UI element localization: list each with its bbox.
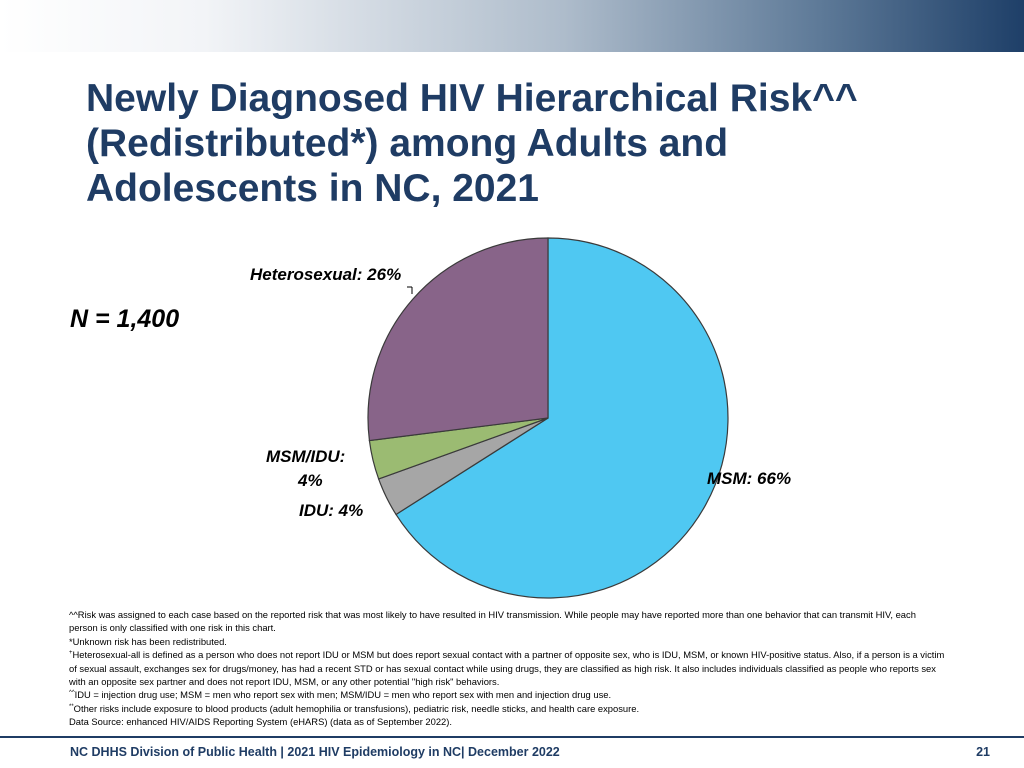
- footnote-line: **Other risks include exposure to blood …: [69, 702, 959, 715]
- footnote-mark: ^^: [69, 690, 75, 697]
- footnote-mark: +: [69, 650, 73, 657]
- slice-label-msm-idu-line1: MSM/IDU:: [266, 447, 345, 466]
- footnote-text: with an opposite sex partner and does no…: [69, 676, 500, 688]
- pie-slice-0: [395, 237, 729, 599]
- footnote-mark: **: [69, 703, 74, 710]
- footnote-line: of sexual assault, exchanges sex for dru…: [69, 662, 959, 675]
- slice-label-idu: IDU: 4%: [299, 501, 363, 520]
- pie-slice-3: [367, 237, 549, 442]
- slice-label-heterosexual: Heterosexual: 26%: [250, 265, 401, 284]
- footnote-line: Data Source: enhanced HIV/AIDS Reporting…: [69, 715, 959, 728]
- page-number: 21: [976, 745, 990, 759]
- footnote-line: *Unknown risk has been redistributed.: [69, 635, 959, 648]
- sample-size-label: N = 1,400: [70, 305, 180, 333]
- footer-credit: NC DHHS Division of Public Health | 2021…: [70, 745, 560, 759]
- footnote-text: person is only classified with one risk …: [69, 622, 276, 634]
- slice-label-msm-idu-line2: 4%: [297, 471, 323, 490]
- footnote-text: Heterosexual-all is defined as a person …: [72, 649, 945, 661]
- footnote-line: +Heterosexual-all is defined as a person…: [69, 648, 959, 661]
- footnote-text: Other risks include exposure to blood pr…: [73, 702, 640, 714]
- footnotes: ^^Risk was assigned to each case based o…: [69, 608, 959, 729]
- footnote-line: ^^IDU = injection drug use; MSM = men wh…: [69, 688, 959, 701]
- header-band: [0, 0, 1024, 52]
- footnote-line: person is only classified with one risk …: [69, 621, 959, 634]
- footnote-line: ^^Risk was assigned to each case based o…: [69, 608, 959, 621]
- footnote-text: *Unknown risk has been redistributed.: [69, 635, 227, 647]
- footer-divider: [0, 736, 1024, 738]
- slide-title: Newly Diagnosed HIV Hierarchical Risk^^ …: [86, 77, 858, 210]
- footnote-line: with an opposite sex partner and does no…: [69, 675, 959, 688]
- footnote-text: of sexual assault, exchanges sex for dru…: [69, 662, 936, 674]
- pie-slices: [367, 237, 729, 599]
- risk-pie-chart: Heterosexual: 26% MSM/IDU: 4% IDU: 4% MS…: [250, 237, 791, 599]
- slice-label-msm: MSM: 66%: [707, 469, 791, 488]
- footnote-text: ^^Risk was assigned to each case based o…: [69, 609, 916, 620]
- footnote-text: IDU = injection drug use; MSM = men who …: [74, 689, 612, 701]
- footnote-text: Data Source: enhanced HIV/AIDS Reporting…: [69, 716, 453, 728]
